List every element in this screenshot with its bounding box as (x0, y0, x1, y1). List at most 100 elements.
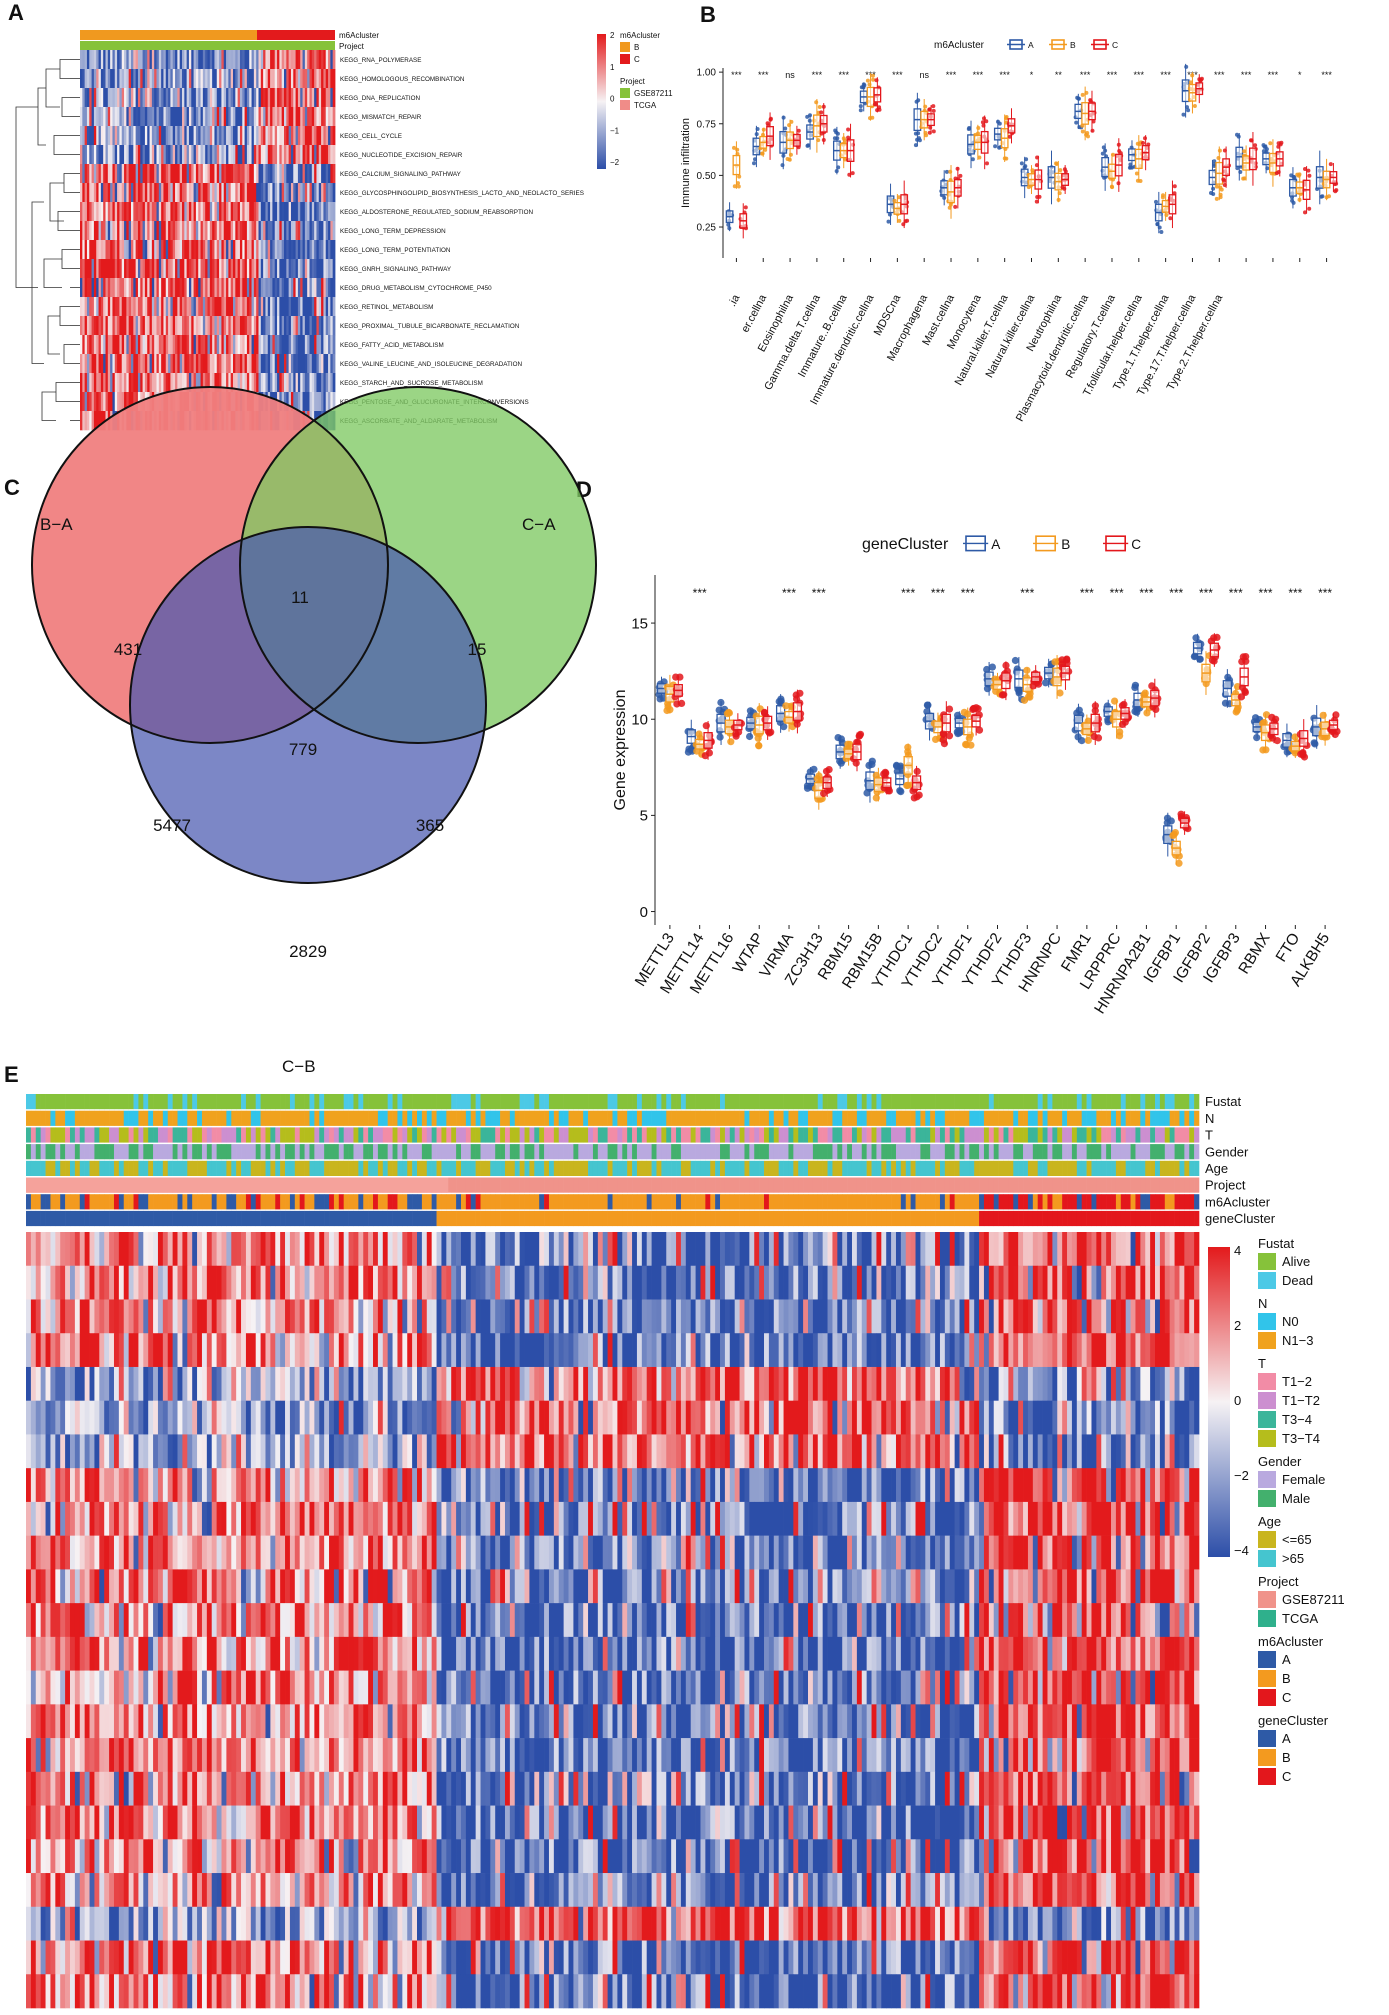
heat-cell (172, 107, 176, 127)
significance-label: *** (1229, 586, 1243, 600)
data-point (1085, 131, 1090, 135)
data-point (1004, 115, 1009, 119)
annotation-cell-fustat (1091, 1094, 1097, 1110)
heat-cell (286, 221, 290, 241)
heat-cell (300, 259, 303, 279)
heat-cell (290, 221, 294, 241)
heat-cell (175, 164, 178, 184)
heat-cell (244, 50, 248, 70)
annotation-cell-n (162, 1110, 169, 1126)
annotation-cell-fustat (964, 1094, 970, 1110)
heat-cell (279, 164, 283, 184)
heat-cell (318, 240, 322, 260)
annotation-cell-gender (861, 1144, 867, 1160)
heat-cell (161, 240, 164, 260)
heat-cell (177, 69, 181, 89)
annotation-cell-t (1067, 1127, 1073, 1143)
heat-cell (244, 259, 248, 279)
heat-cell (235, 221, 239, 241)
legend-label-gse87211: GSE87211 (634, 89, 673, 98)
annotation-cell-t (392, 1127, 398, 1143)
dendrogram-link (41, 391, 56, 421)
annotation-cell-fustat (392, 1094, 398, 1110)
heat-cell (188, 354, 192, 374)
heat-cell (98, 126, 102, 146)
heat-cell (302, 259, 306, 279)
heat-cell (307, 316, 310, 336)
heat-cell (207, 278, 211, 298)
annotation-cell-fustat (55, 1094, 61, 1110)
annotation-cell-t (866, 1127, 872, 1143)
heat-cell (316, 88, 320, 108)
annotation-cell-t (358, 1127, 364, 1143)
annotation-cell-n (113, 1110, 120, 1126)
annotation-cell-fustat (153, 1094, 159, 1110)
annotation-cell-fustat (739, 1094, 745, 1110)
annotation-cell-t (35, 1127, 41, 1143)
heat-cell (244, 221, 248, 241)
annotation-cell-gender (270, 1144, 276, 1160)
annotation-cell-n (123, 1110, 129, 1126)
data-point (1259, 746, 1267, 754)
annotation-cell-gender (1062, 1144, 1068, 1160)
annotation-cell-fustat (592, 1094, 599, 1110)
annotation-cell-gender (905, 1144, 911, 1160)
heat-cell (263, 183, 266, 203)
heat-cell (207, 259, 211, 279)
heat-cell (184, 126, 188, 146)
data-point (988, 663, 997, 671)
data-point (913, 767, 921, 776)
annotation-cell-n (891, 1110, 897, 1126)
annotation-cell-n (910, 1110, 916, 1126)
heat-cell (263, 145, 266, 165)
heat-cell (170, 278, 174, 298)
annotation-cell-t (1096, 1127, 1102, 1143)
heat-cell (121, 373, 125, 393)
annotation-cell-n (959, 1110, 965, 1126)
heat-cell (274, 202, 278, 222)
heat-cell (209, 221, 213, 241)
heat-cell (242, 69, 245, 89)
heat-cell (133, 126, 137, 146)
heat-cell (91, 107, 95, 127)
heat-cell (316, 69, 320, 89)
annotation-cell-fustat (920, 1094, 926, 1110)
heat-cell (237, 373, 241, 393)
annotation-cell-gender (148, 1144, 154, 1160)
heat-cell (114, 50, 118, 70)
annotation-cell-t (490, 1127, 496, 1143)
heat-cell (144, 316, 148, 336)
data-point (881, 768, 889, 776)
annotation-cell-fustat (333, 1094, 340, 1110)
annotation-cell-fustat (925, 1094, 931, 1110)
heat-cell (279, 316, 283, 336)
heat-cell (165, 145, 169, 165)
annotation-cell-gender (94, 1144, 100, 1160)
annotation-cell-gender (1047, 1144, 1053, 1160)
annotation-cell-fustat (827, 1094, 833, 1110)
heat-cell (161, 164, 164, 184)
heat-cell (316, 107, 320, 127)
annotation-cell-gender (206, 1144, 213, 1160)
heat-cell (170, 145, 174, 165)
heat-cell (328, 69, 331, 89)
annotation-cell-fustat (661, 1094, 667, 1110)
annotation-cell-n (588, 1110, 594, 1126)
annotation-cell-fustat (50, 1094, 56, 1110)
heat-cell (161, 88, 164, 108)
heat-cell (223, 88, 227, 108)
heat-cell (195, 240, 199, 260)
heat-cell (226, 145, 229, 165)
annotation-cell-gender (680, 1144, 687, 1160)
heat-cell (114, 164, 118, 184)
annotation-cell-gender (910, 1144, 916, 1160)
heat-cell (300, 126, 303, 146)
heat-cell (158, 240, 162, 260)
set-label-c-b: C−B (282, 1057, 316, 1076)
heat-cell (154, 221, 157, 241)
annotation-cell-t (900, 1127, 907, 1143)
heat-cell (89, 240, 92, 260)
heat-cell (128, 50, 132, 70)
heat-cell (274, 107, 278, 127)
heat-cell (286, 240, 290, 260)
